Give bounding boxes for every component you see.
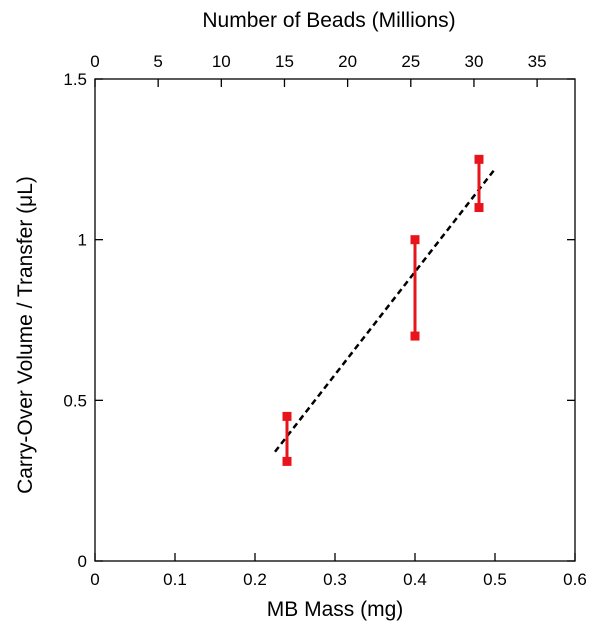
y-tick-label: 0.5 <box>63 391 87 410</box>
series-group <box>282 154 484 466</box>
marker-high <box>282 411 292 421</box>
y-tick-label: 1 <box>78 231 87 250</box>
x2-tick-label: 35 <box>528 52 547 71</box>
x-tick-label: 0.2 <box>243 570 267 589</box>
x2-axis-title: Number of Beads (Millions) <box>202 9 455 32</box>
marker-low <box>410 331 420 341</box>
x-tick-label: 0.3 <box>323 570 347 589</box>
y-axis-right <box>567 78 575 562</box>
x-tick-label: 0 <box>90 570 99 589</box>
x2-tick-label: 10 <box>212 52 231 71</box>
marker-low <box>282 456 292 466</box>
x2-tick-label: 15 <box>275 52 294 71</box>
x-axis-title: MB Mass (mg) <box>267 598 404 621</box>
x2-tick-label: 5 <box>153 52 162 71</box>
marker-high <box>474 154 484 164</box>
plot-area <box>94 78 576 562</box>
y-axis-title: Carry-Over Volume / Transfer (μL) <box>14 176 37 494</box>
x-tick-label: 0.6 <box>563 570 587 589</box>
x-axis-top: 0 5 10 15 20 25 30 35 <box>90 52 547 87</box>
x-axis-bottom: 0 0.1 0.2 0.3 0.4 0.5 0.6 <box>90 553 587 589</box>
x2-tick-label: 0 <box>90 52 99 71</box>
x2-tick-label: 30 <box>464 52 483 71</box>
x2-tick-label: 20 <box>338 52 357 71</box>
x-tick-label: 0.4 <box>403 570 427 589</box>
x2-tick-label: 25 <box>401 52 420 71</box>
marker-high <box>410 235 420 245</box>
fit-line <box>274 168 496 453</box>
plot-frame <box>94 78 576 562</box>
marker-low <box>474 203 484 213</box>
y-tick-label: 1.5 <box>63 70 87 89</box>
fit-line-group <box>274 168 496 453</box>
y-axis-left: 0 0.5 1 1.5 <box>63 70 103 571</box>
x-tick-label: 0.1 <box>163 570 187 589</box>
y-tick-label: 0 <box>78 552 87 571</box>
x-tick-label: 0.5 <box>483 570 507 589</box>
